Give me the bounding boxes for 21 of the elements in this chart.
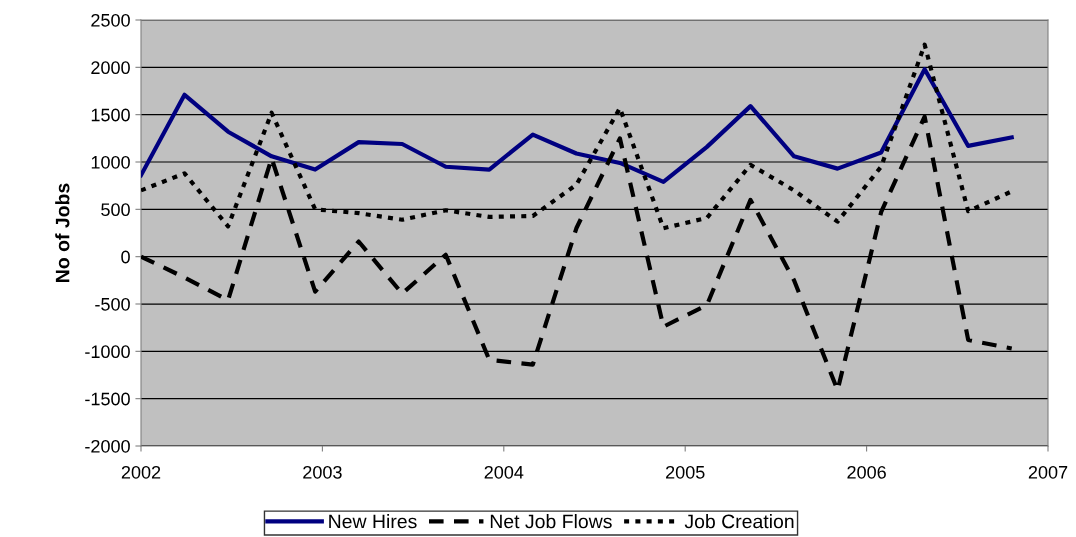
y-tick-label: -2000 (85, 439, 130, 453)
y-tick-label: -1000 (85, 345, 130, 359)
y-tick-label: 0 (121, 250, 130, 264)
y-tick-label: 2500 (91, 13, 130, 27)
x-tick-label: 2003 (303, 465, 342, 479)
y-tick-label: 500 (101, 203, 130, 217)
y-axis-title: No of Jobs (55, 183, 70, 282)
y-tick-label: 2000 (91, 61, 130, 75)
y-tick-label: -500 (95, 297, 130, 311)
legend-label: Job Creation (684, 514, 794, 529)
line-series (141, 67, 1014, 184)
y-tick-label: 1000 (91, 155, 130, 169)
y-tick-label: -1500 (85, 392, 130, 406)
x-tick-label: 2006 (847, 465, 886, 479)
legend-label: Net Job Flows (490, 514, 612, 529)
x-tick-label: 2002 (121, 465, 161, 479)
x-tick-label: 2005 (666, 465, 705, 479)
y-tick-label: 1500 (91, 108, 130, 122)
x-tick-label: 2007 (1028, 465, 1068, 479)
legend-label: New Hires (329, 514, 417, 529)
x-tick-label: 2004 (484, 465, 524, 479)
